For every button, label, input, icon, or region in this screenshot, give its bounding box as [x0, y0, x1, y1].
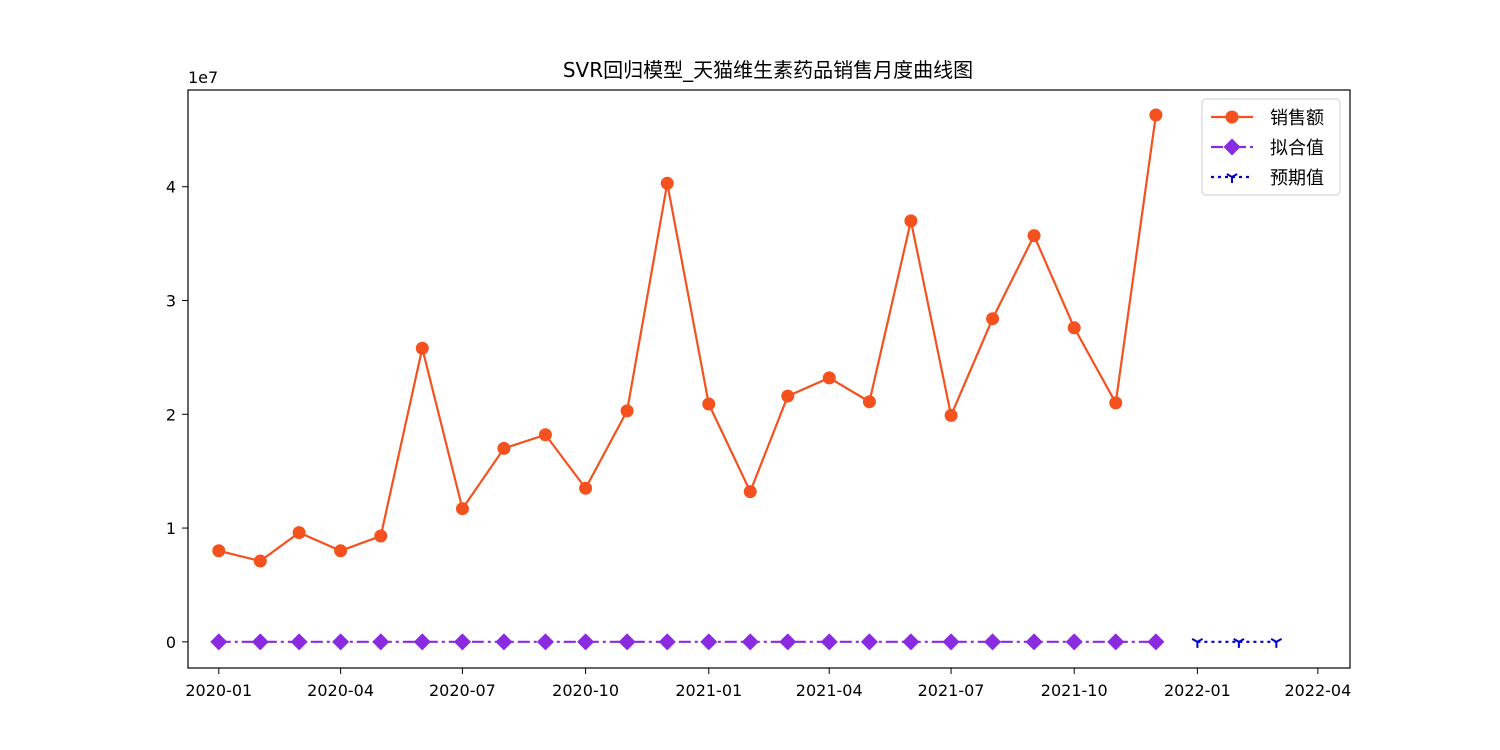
plot-frame — [187, 89, 1351, 669]
series-2-point — [372, 633, 390, 651]
series-2-point — [741, 633, 759, 651]
series-2-point — [251, 633, 269, 651]
series-2-point — [860, 633, 878, 651]
x-tick-label: 2021-04 — [796, 681, 863, 700]
series-1-point — [743, 485, 757, 499]
plot-area — [210, 108, 1283, 651]
y-tick-label: 2 — [166, 405, 176, 424]
series-2-point — [1107, 633, 1125, 651]
series-1-point — [292, 526, 306, 540]
series-2-point — [1065, 633, 1083, 651]
series-1-point — [334, 544, 348, 558]
axes: 2020-01 2020-04 2020-07 2020-10 2021-01 2021-… — [166, 178, 1351, 700]
chart-title: SVR回归模型_天猫维生素药品销售月度曲线图 — [563, 58, 973, 82]
series-2-point — [453, 633, 471, 651]
series-2-point — [290, 633, 308, 651]
series-line-1 — [218, 114, 1157, 563]
series-1-point — [1109, 396, 1123, 410]
legend-marker-2 — [1223, 138, 1241, 156]
series-1-point — [822, 371, 836, 385]
x-tick-label: 2020-07 — [429, 681, 496, 700]
series-1-point — [455, 502, 469, 516]
series-1-point — [253, 554, 267, 568]
legend-marker-3 — [1226, 173, 1238, 183]
series-1-point — [579, 481, 593, 495]
series-2-point — [332, 633, 350, 651]
series-1-point — [620, 404, 634, 418]
x-tick-label: 2022-01 — [1164, 681, 1231, 700]
y-tick-label: 3 — [166, 291, 176, 310]
series-1-point — [660, 176, 674, 190]
series-1-point — [862, 395, 876, 409]
series-2-point — [1025, 633, 1043, 651]
series-2-point — [413, 633, 431, 651]
series-2-point — [536, 633, 554, 651]
series-2-point — [618, 633, 636, 651]
series-1-point — [1027, 229, 1041, 243]
legend-box — [1201, 98, 1341, 196]
series-1-point — [1149, 108, 1163, 122]
y-tick-label: 0 — [166, 633, 176, 652]
legend-label-2: 拟合值 — [1270, 138, 1324, 159]
y-tick-label: 1 — [166, 519, 176, 538]
legend-marker-1 — [1225, 110, 1239, 124]
series-1-point — [415, 341, 429, 355]
series-2-point — [779, 633, 797, 651]
series-2-point — [577, 633, 595, 651]
series-2-point — [210, 633, 228, 651]
series-1-point — [986, 312, 1000, 326]
x-tick-label: 2021-07 — [918, 681, 985, 700]
series-2-point — [495, 633, 513, 651]
series-1-point — [497, 441, 511, 455]
series-1-point — [904, 214, 918, 228]
series-2-point — [942, 633, 960, 651]
x-tick-label: 2021-01 — [675, 681, 742, 700]
series-1-point — [781, 389, 795, 403]
x-tick-label: 2020-01 — [185, 681, 252, 700]
series-1-point — [374, 529, 388, 543]
series-1-point — [538, 428, 552, 442]
legend-label-3: 预期值 — [1270, 168, 1324, 189]
series-2-point — [658, 633, 676, 651]
series-1-point — [212, 544, 226, 558]
x-tick-label: 2020-10 — [552, 681, 619, 700]
series-2-point — [1147, 633, 1165, 651]
x-tick-label: 2020-04 — [307, 681, 374, 700]
series-2-point — [700, 633, 718, 651]
series-3-point — [1233, 637, 1245, 648]
series-1-point — [702, 397, 716, 411]
series-1-point — [1067, 321, 1081, 335]
y-offset-text: 1e7 — [188, 68, 218, 87]
x-tick-label: 2022-04 — [1284, 681, 1351, 700]
series-1-point — [944, 408, 958, 422]
series-2-point — [902, 633, 920, 651]
x-tick-label: 2021-10 — [1041, 681, 1108, 700]
series-2-point — [984, 633, 1002, 651]
series-3-point — [1270, 637, 1283, 648]
series-2-point — [820, 633, 838, 651]
series-3-point — [1191, 637, 1204, 648]
y-tick-label: 4 — [166, 178, 176, 197]
legend-label-1: 销售额 — [1270, 108, 1324, 129]
